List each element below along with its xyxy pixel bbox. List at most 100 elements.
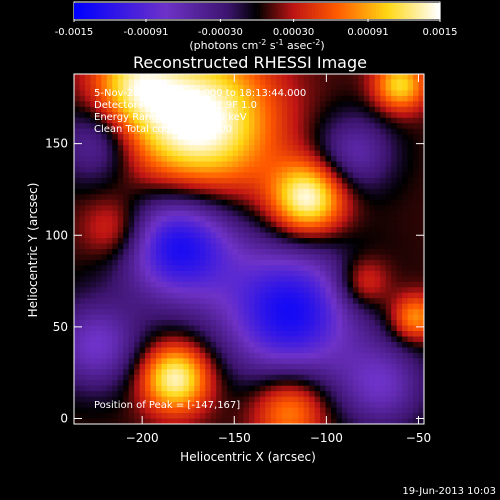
heatmap-cell	[84, 287, 91, 294]
heatmap-cell	[238, 265, 245, 272]
heatmap-cell	[276, 106, 283, 113]
colorbar-ticks: -0.0015 -0.00091 -0.00030 0.00030 0.00091 0.0…	[55, 19, 458, 38]
heatmap-cell	[238, 407, 245, 414]
heatmap-cell	[183, 331, 190, 337]
colorbar-cell	[269, 3, 273, 19]
heatmap-cell	[177, 238, 184, 245]
heatmap-cell	[402, 194, 409, 201]
heatmap-cell	[194, 194, 201, 201]
heatmap-cell	[112, 106, 119, 113]
heatmap-cell	[363, 396, 370, 403]
heatmap-cell	[90, 221, 97, 228]
heatmap-cell	[380, 347, 387, 354]
heatmap-cell	[166, 177, 173, 184]
heatmap-cell	[216, 216, 223, 223]
heatmap-cell	[232, 292, 239, 299]
heatmap-cell	[276, 363, 283, 370]
heatmap-cell	[84, 369, 91, 376]
heatmap-cell	[292, 177, 299, 184]
heatmap-cell	[287, 347, 294, 354]
heatmap-cell	[199, 287, 206, 294]
heatmap-cell	[374, 216, 381, 223]
heatmap-cell	[172, 194, 179, 201]
heatmap-cell	[199, 363, 206, 370]
heatmap-cell	[336, 166, 343, 173]
heatmap-cell	[281, 303, 288, 310]
heatmap-cell	[374, 227, 381, 234]
heatmap-cell	[287, 363, 294, 370]
heatmap-cell	[254, 265, 261, 272]
heatmap-cell	[238, 369, 245, 376]
heatmap-cell	[276, 84, 283, 91]
heatmap-cell	[123, 156, 130, 162]
heatmap-cell	[243, 325, 250, 332]
heatmap-cell	[413, 79, 420, 86]
heatmap-cell	[194, 101, 201, 108]
heatmap-cell	[347, 391, 354, 398]
heatmap-cell	[95, 156, 102, 162]
heatmap-cell	[166, 139, 173, 146]
heatmap-cell	[374, 391, 381, 398]
heatmap-cell	[407, 259, 414, 266]
heatmap-cell	[128, 281, 135, 288]
heatmap-cell	[216, 183, 223, 190]
heatmap-cell	[331, 402, 337, 409]
heatmap-cell	[270, 402, 277, 409]
heatmap-cell	[221, 358, 228, 365]
heatmap-cell	[106, 325, 113, 332]
heatmap-cell	[145, 161, 152, 168]
heatmap-cell	[380, 128, 387, 135]
heatmap-cell	[150, 363, 157, 370]
heatmap-cell	[407, 391, 414, 398]
heatmap-cell	[210, 259, 217, 266]
heatmap-cell	[259, 347, 266, 354]
heatmap-cell	[347, 79, 354, 86]
heatmap-cell	[413, 347, 420, 354]
heatmap-cell	[177, 221, 184, 228]
heatmap-cell	[221, 298, 228, 305]
heatmap-cell	[254, 188, 261, 195]
heatmap-cell	[106, 238, 113, 245]
heatmap-cell	[396, 254, 403, 261]
heatmap-cell	[336, 106, 343, 113]
heatmap-cell	[177, 84, 184, 91]
heatmap-cell	[336, 347, 343, 354]
colorbar-cell	[153, 3, 157, 19]
heatmap-cell	[380, 374, 387, 381]
heatmap-cell	[418, 413, 425, 420]
colorbar-cell	[122, 3, 127, 19]
heatmap-cell	[391, 325, 398, 332]
heatmap-cell	[391, 287, 398, 294]
heatmap-cell	[254, 292, 261, 299]
heatmap-cell	[407, 74, 414, 80]
heatmap-cell	[413, 402, 420, 409]
colorbar-cell	[418, 3, 423, 19]
heatmap-cell	[243, 177, 250, 184]
heatmap-cell	[101, 259, 108, 266]
heatmap-cell	[145, 123, 152, 130]
colorbar-cell	[147, 3, 151, 19]
heatmap-cell	[161, 95, 168, 102]
heatmap-cell	[205, 134, 212, 141]
heatmap-cell	[391, 396, 398, 403]
heatmap-cell	[221, 199, 228, 206]
heatmap-cell	[232, 276, 239, 283]
heatmap-cell	[292, 227, 299, 234]
heatmap-cell	[232, 270, 239, 277]
heatmap-cell	[276, 188, 283, 195]
heatmap-cell	[265, 205, 272, 212]
heatmap-cell	[205, 188, 212, 195]
heatmap-cell	[79, 166, 86, 173]
heatmap-cell	[161, 145, 168, 152]
heatmap-cell	[112, 84, 119, 91]
colorbar-cell	[86, 3, 90, 19]
heatmap-cell	[227, 363, 234, 370]
heatmap-cell	[265, 221, 272, 228]
heatmap-cell	[407, 369, 414, 376]
heatmap-cell	[117, 347, 124, 354]
heatmap-cell	[112, 243, 119, 250]
heatmap-cell	[112, 172, 119, 179]
heatmap-cell	[396, 199, 403, 206]
heatmap-cell	[139, 221, 146, 228]
heatmap-cell	[106, 287, 113, 294]
